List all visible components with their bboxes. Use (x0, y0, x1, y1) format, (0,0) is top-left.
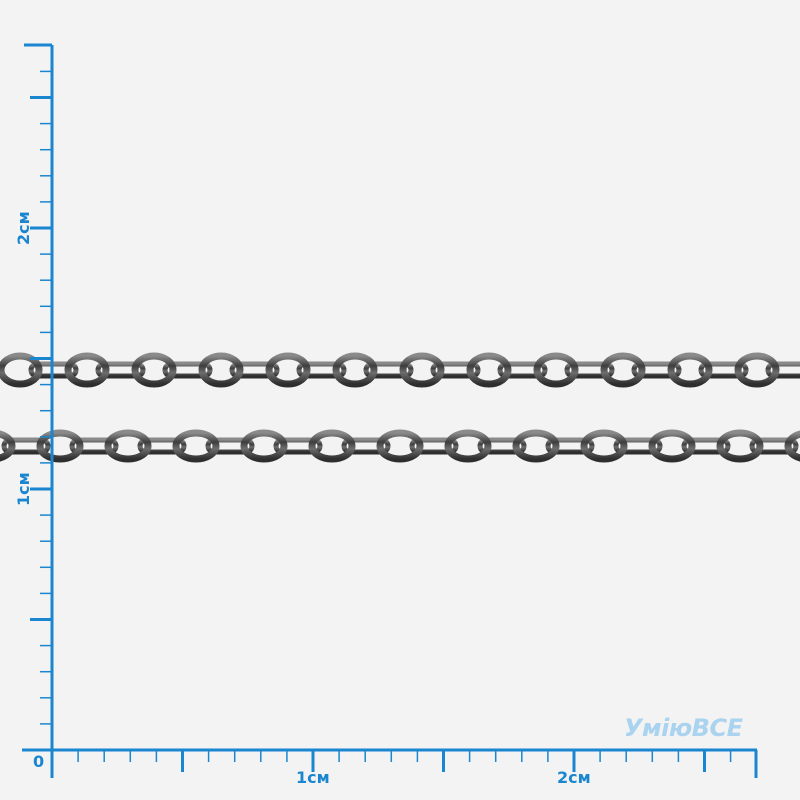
chain-link (784, 430, 800, 462)
chain-link (580, 429, 628, 463)
chain-link (533, 352, 579, 388)
ruler-x-label-2cm: 2см (557, 768, 591, 787)
chain-link-side (698, 361, 749, 379)
ruler (22, 43, 758, 778)
chain-link (64, 352, 110, 388)
chain-link (734, 352, 780, 388)
chain-link (716, 429, 764, 463)
chain-link (444, 429, 492, 463)
chain-link-side (749, 437, 799, 455)
chain-link-side (229, 361, 280, 379)
chain-link-side (613, 437, 663, 455)
chain-link-side (1, 437, 51, 455)
chain-link (332, 352, 378, 388)
chain-link (667, 352, 713, 388)
chain-link (648, 429, 696, 463)
chain-link (376, 429, 424, 463)
ruler-zero-label: 0 (33, 752, 45, 771)
chain-link-side (681, 437, 731, 455)
chain-link (265, 352, 311, 388)
chain-link (0, 352, 43, 388)
chain-link-side (341, 437, 391, 455)
chain-link (308, 429, 356, 463)
chain-link (399, 352, 445, 388)
ruler-x-label-1cm: 1см (296, 768, 330, 787)
chain-link (240, 429, 288, 463)
chain-link-side (69, 437, 119, 455)
chain-link-side (162, 361, 213, 379)
chain-link-side (273, 437, 323, 455)
chain-link (36, 429, 84, 463)
chain-link-side (137, 437, 187, 455)
chain-link (131, 352, 177, 388)
chain-link (0, 430, 16, 462)
chain-link-side (409, 437, 459, 455)
chain-link-side (545, 437, 595, 455)
chain-link-side (564, 361, 615, 379)
chain-link-side (363, 361, 414, 379)
chain-link (512, 429, 560, 463)
chain-link-side (95, 361, 146, 379)
chain-link (172, 429, 220, 463)
chain-link-side (296, 361, 347, 379)
chain-link-side (631, 361, 682, 379)
ruler-y-label-1cm: 1см (14, 472, 33, 506)
chain-link (600, 352, 646, 388)
watermark-logo: УміюВСЕ (624, 714, 743, 742)
chain-link-side (205, 437, 255, 455)
chain-link-side (765, 361, 800, 379)
ruler-y-label-2cm: 2см (14, 211, 33, 245)
chain-link (104, 429, 152, 463)
chain-link (198, 352, 244, 388)
chain-link (466, 352, 512, 388)
chain-row-bottom (0, 429, 800, 463)
chain-row-top (0, 352, 800, 388)
chain-link-side (477, 437, 527, 455)
chain-link-side (497, 361, 548, 379)
chain-link-side (430, 361, 481, 379)
